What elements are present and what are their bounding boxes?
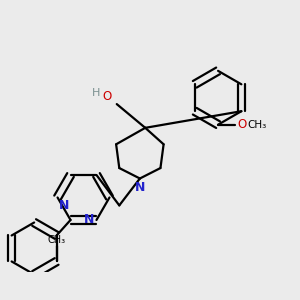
Text: O: O [103,89,112,103]
Text: CH₃: CH₃ [248,120,267,130]
Text: CH₃: CH₃ [47,235,66,245]
Text: O: O [237,118,246,131]
Text: H: H [92,88,100,98]
Text: N: N [84,214,94,226]
Text: N: N [59,199,70,212]
Text: N: N [135,181,145,194]
